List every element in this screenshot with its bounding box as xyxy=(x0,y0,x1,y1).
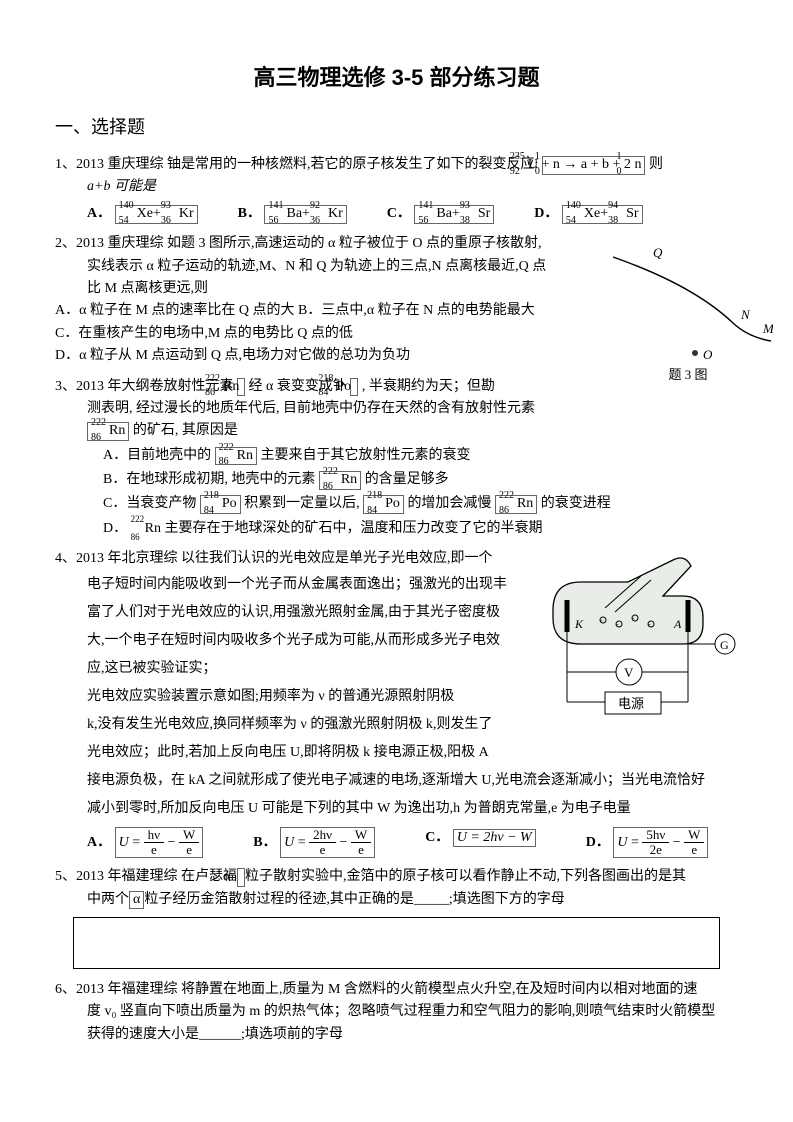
q3-optB: B．在地球形成初期, 地壳中的元素 22286Rn 的含量足够多 xyxy=(103,469,615,491)
q2-l1: 2、2013 重庆理综 如题 3 图所示,高速运动的 α 粒子被位于 O 点的重… xyxy=(55,233,595,255)
svg-text:电源: 电源 xyxy=(618,696,644,711)
q1-lead: 1、2013 重庆理综 铀是常用的一种核燃料,若它的原子核发生了如下的裂变反应: xyxy=(55,157,538,172)
q3-optC: C．当衰变产物 21884Po 积累到一定量以后, 21884Po 的增加会减慢… xyxy=(103,493,615,515)
q2-optD: D．α 粒子从 M 点运动到 Q 点,电场力对它做的总功为负功 xyxy=(55,345,595,367)
figure-3-caption: 题 3 图 xyxy=(603,365,773,386)
fig3-O: O xyxy=(703,347,713,362)
q2-optA: A．α 粒子在 M 点的速率比在 Q 点的大 B．三点中,α 粒子在 N 点的电… xyxy=(55,300,595,322)
q3-optA: A．目前地壳中的 22286Rn 主要来自于其它放射性元素的衰变 xyxy=(103,445,615,467)
figure-3: Q N M O 题 3 图 xyxy=(603,245,773,390)
svg-text:K: K xyxy=(574,617,584,631)
svg-text:-: - xyxy=(648,620,651,629)
q1-reaction-box: 23592U + 10n → a + b + 2 10n xyxy=(542,156,646,175)
svg-text:A: A xyxy=(673,617,682,631)
q5-figure-placeholder xyxy=(73,917,720,969)
q1-tail: 则 xyxy=(649,157,663,172)
q2-l3: 比 M 点离核更远,则 xyxy=(55,278,595,300)
question-4: K A ---- V G 电源 4、2013 年北京理综 以往我们认识的光电效应… xyxy=(55,548,738,858)
section-heading-1: 一、选择题 xyxy=(55,113,738,142)
question-1: 1、2013 重庆理综 铀是常用的一种核燃料,若它的原子核发生了如下的裂变反应:… xyxy=(55,154,738,225)
q2-l2: 实线表示 α 粒子运动的轨迹,M、N 和 Q 为轨迹上的三点,N 点离核最近,Q… xyxy=(55,256,595,278)
question-5: 5、2013 年福建理综 在卢瑟福α粒子散射实验中,金箔中的原子核可以看作静止不… xyxy=(55,866,738,969)
svg-text:G: G xyxy=(720,638,729,652)
svg-text:-: - xyxy=(600,616,603,625)
q2-optC: C．在重核产生的电场中,M 点的电势比 Q 点的低 xyxy=(55,323,595,345)
question-3: 3、2013 年大纲卷放射性元素 22286Rn 经 α 衰变变成钋 21884… xyxy=(55,376,615,541)
q4-options: A． U = hνe − We B． U = 2hνe − We C． U = … xyxy=(55,827,738,859)
svg-text:V: V xyxy=(624,665,634,680)
figure-4: K A - - - - V G 电源 xyxy=(533,552,738,727)
fig3-M: M xyxy=(762,321,773,336)
svg-text:-: - xyxy=(616,620,619,629)
svg-text:-: - xyxy=(632,614,635,623)
fig3-Q: Q xyxy=(653,245,663,260)
page-title: 高三物理选修 3-5 部分练习题 xyxy=(55,60,738,95)
fig3-N: N xyxy=(740,307,751,322)
question-6: 6、2013 年福建理综 将静置在地面上,质量为 M 含燃料的火箭模型点火升空,… xyxy=(55,979,738,1046)
question-2: 2、2013 重庆理综 如题 3 图所示,高速运动的 α 粒子被位于 O 点的重… xyxy=(55,233,595,367)
q3-optD: D． 22286Rn 主要存在于地球深处的矿石中，温度和压力改变了它的半衰期 xyxy=(103,518,615,540)
q1-line2: a+b 可能是 xyxy=(87,179,156,194)
q1-options: A． 14054Xe+9336Kr B． 14156Ba+9236Kr C． 1… xyxy=(55,203,738,225)
